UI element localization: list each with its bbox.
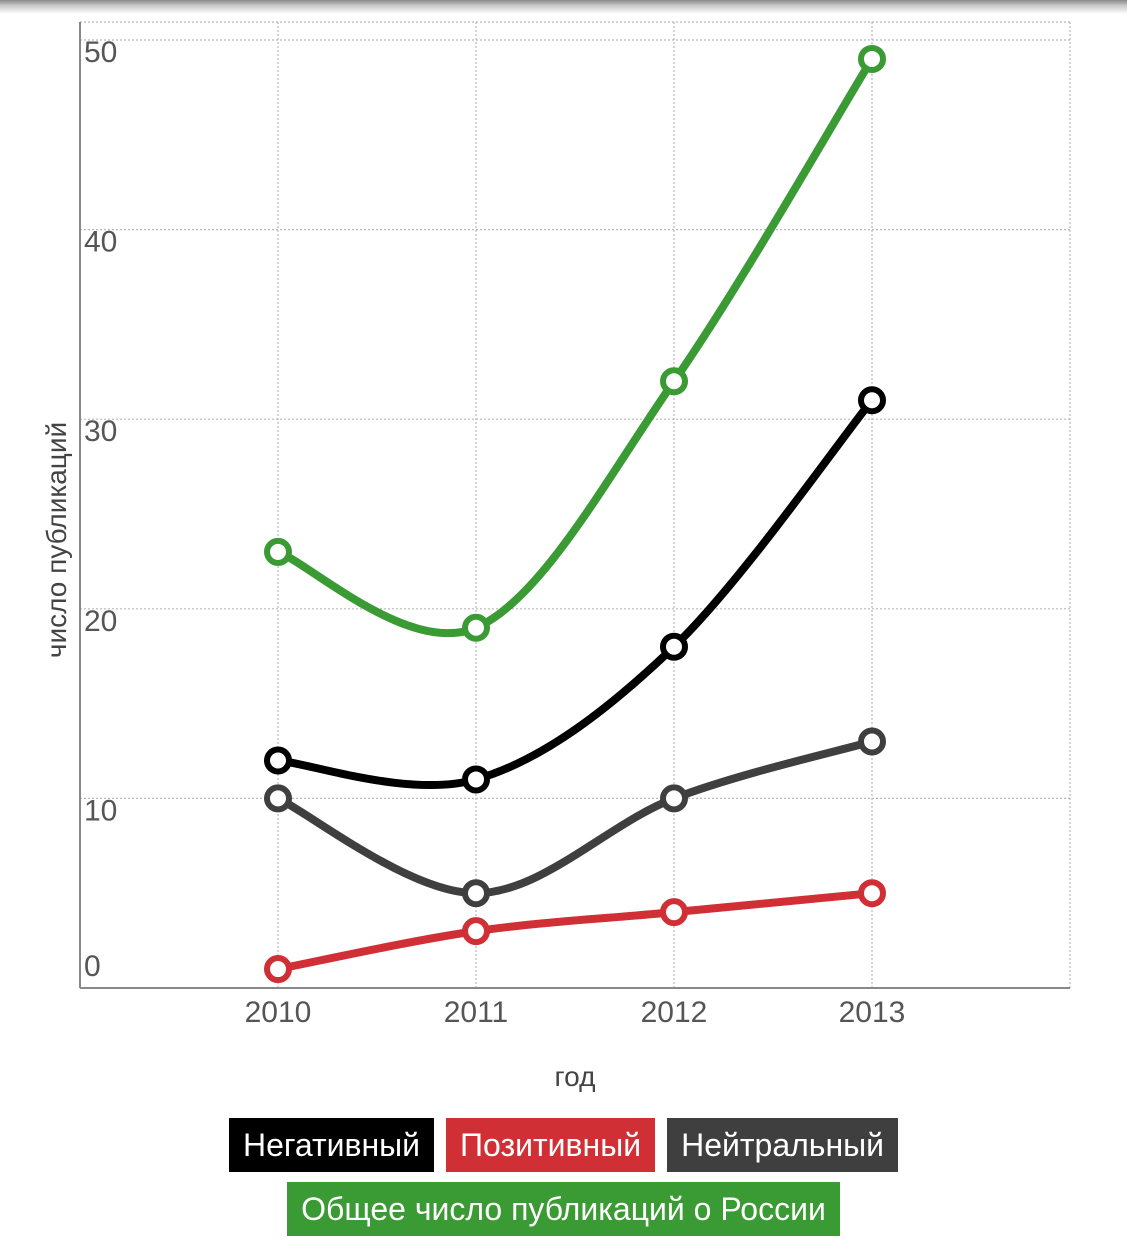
data-point — [462, 917, 490, 946]
legend: Негативный Позитивный Нейтральный Общее чи… — [0, 1118, 1127, 1246]
legend-item: Общее число публикаций о России — [287, 1182, 840, 1236]
axes — [79, 22, 1070, 989]
y-tick-label: 30 — [84, 415, 117, 448]
legend-row: Общее число публикаций о России — [0, 1182, 1127, 1236]
data-point — [264, 784, 292, 813]
series-points — [264, 44, 886, 984]
x-tick-labels: 2010 2011 2012 2013 — [245, 996, 906, 1029]
x-axis-title: год — [555, 1061, 596, 1092]
legend-item: Позитивный — [446, 1118, 656, 1172]
data-point — [462, 613, 490, 642]
data-point — [264, 746, 292, 775]
x-tick-label: 2013 — [839, 996, 906, 1029]
data-point — [264, 955, 292, 984]
x-tick-label: 2012 — [641, 996, 708, 1029]
data-point — [858, 879, 886, 908]
data-point — [858, 727, 886, 756]
y-tick-label: 0 — [84, 950, 101, 983]
data-point — [462, 879, 490, 908]
y-tick-labels: 0 10 20 30 40 50 — [84, 36, 117, 983]
legend-item: Негативный — [228, 1118, 435, 1172]
data-point — [264, 537, 292, 566]
y-tick-label: 50 — [84, 36, 117, 69]
series-line — [274, 889, 876, 974]
data-point — [660, 632, 688, 661]
x-tick-label: 2010 — [245, 996, 312, 1029]
grid — [80, 21, 1071, 988]
legend-item: Нейтральный — [667, 1118, 899, 1172]
y-axis-title: число публикаций — [41, 422, 72, 658]
y-tick-label: 20 — [84, 605, 117, 638]
series-line — [274, 54, 876, 638]
series-lines — [274, 54, 876, 974]
y-tick-label: 10 — [84, 794, 117, 827]
series-line — [274, 737, 876, 898]
series-line — [274, 396, 876, 790]
y-tick-label: 40 — [84, 226, 117, 259]
data-point — [660, 898, 688, 927]
legend-row: Негативный Позитивный Нейтральный — [0, 1118, 1127, 1172]
data-point — [858, 44, 886, 73]
x-tick-label: 2011 — [444, 996, 509, 1029]
data-point — [858, 386, 886, 415]
line-chart: 0 10 20 30 40 50 2010 2011 2012 2013 число публи… — [41, 21, 1071, 1092]
data-point — [660, 784, 688, 813]
top-shadow — [0, 0, 1127, 14]
data-point — [660, 367, 688, 396]
data-point — [462, 765, 490, 794]
